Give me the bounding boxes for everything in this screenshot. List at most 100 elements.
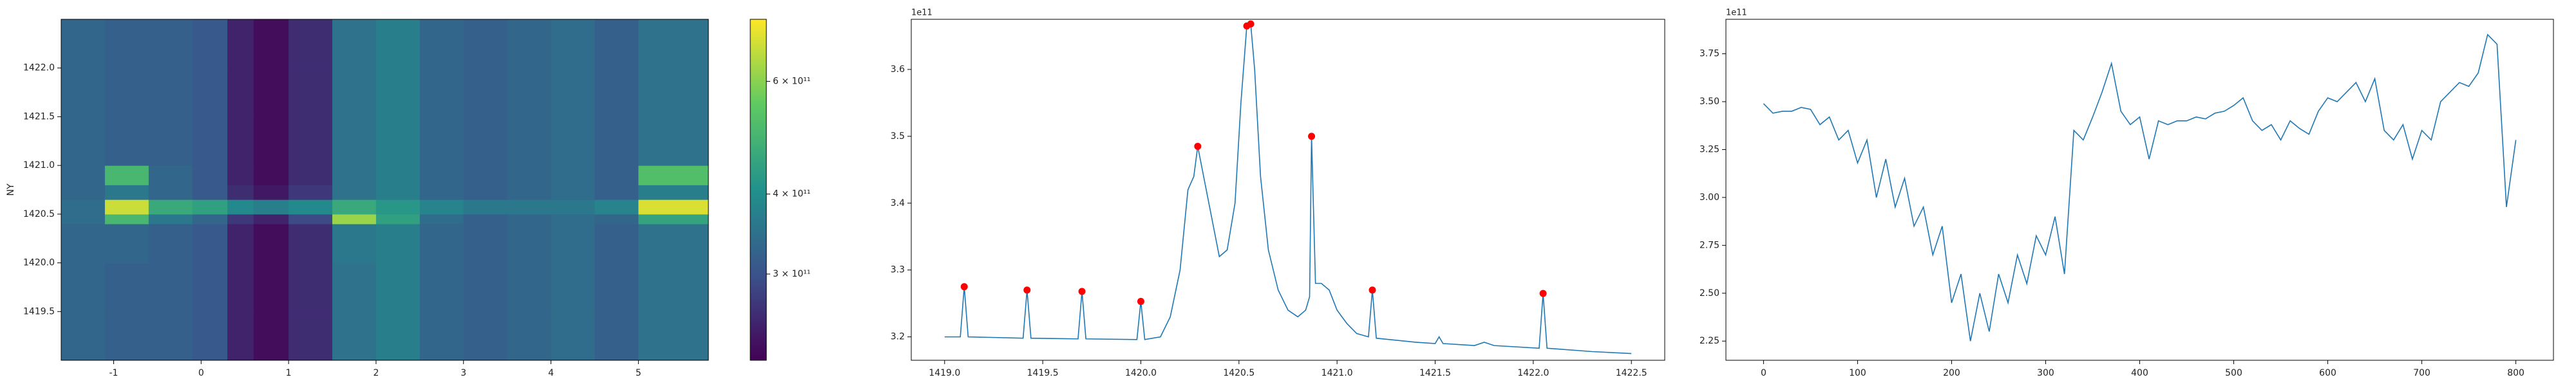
heatmap-cell [507, 262, 552, 312]
x-tick-label: 1421.5 [1419, 368, 1451, 378]
heatmap-cell [594, 214, 639, 225]
x-tick-label: 1 [286, 368, 292, 378]
heatmap-cell [419, 224, 464, 264]
heatmap-cell [332, 19, 377, 69]
heatmap-cell [551, 214, 595, 225]
heatmap-cell [419, 185, 464, 200]
x-tick-label: 1420.5 [1223, 368, 1255, 378]
heatmap-cell [463, 262, 508, 312]
heatmap-cell [463, 185, 508, 200]
x-tick-label: 1419.5 [1027, 368, 1059, 378]
heatmap-cell [551, 185, 595, 200]
heatmap-cell [375, 116, 421, 166]
heatmap-cell [104, 199, 149, 215]
heatmap-cell [253, 116, 289, 166]
heatmap-cell [551, 68, 595, 117]
heatmap-cell [148, 68, 193, 117]
heatmap-cell [594, 116, 639, 166]
x-tick-label: 4 [548, 368, 554, 378]
x-tick-label: 1419.0 [929, 368, 960, 378]
heatmap-cell [507, 165, 552, 185]
data-line [944, 23, 1632, 354]
heatmap-cell [61, 224, 106, 264]
heatmap-cell [375, 19, 421, 69]
heatmap-cell [332, 165, 377, 185]
colorbar [750, 19, 767, 361]
heatmap-cell [594, 262, 639, 312]
y-tick-label: 3.6 [891, 64, 905, 75]
heatmap-cell [332, 262, 377, 312]
data-line [1763, 33, 2517, 342]
heatmap-cell [148, 311, 193, 361]
heatmap-cell [104, 116, 149, 166]
heatmap-cell [638, 116, 709, 166]
heatmap-cell [104, 214, 149, 225]
heatmap-cell [375, 224, 421, 264]
heatmap-cell [638, 262, 709, 312]
x-tick-label: 200 [1943, 368, 1960, 378]
heatmap-cell [253, 224, 289, 264]
heatmap-cell [463, 116, 508, 166]
heatmap-cell [332, 214, 377, 225]
y-tick-label: 1420.0 [23, 258, 55, 268]
axes-frame [911, 19, 1665, 361]
heatmap-cell [192, 311, 228, 361]
colorbar-tick-label: 3 × 10¹¹ [773, 269, 811, 279]
x-tick-label: 1420.0 [1125, 368, 1157, 378]
heatmap-cell [148, 199, 193, 215]
heatmap-cell [61, 262, 106, 312]
heatmap-cell [551, 262, 595, 312]
y-tick-label: 2.50 [1700, 288, 1719, 299]
heatmap-cell [375, 262, 421, 312]
heatmap-cell [507, 214, 552, 225]
heatmap-cell [375, 199, 421, 215]
heatmap-cell [104, 68, 149, 117]
heatmap-cell [104, 311, 149, 361]
axes-frame [61, 19, 709, 361]
y-tick-label: 3.3 [891, 265, 905, 275]
y-tick-label: 1419.5 [23, 306, 55, 317]
heatmap-cell [61, 185, 106, 200]
heatmap-cell [594, 68, 639, 117]
heatmap-cell [61, 214, 106, 225]
y-tick-label: 1422.0 [23, 63, 55, 73]
heatmap-cell [61, 116, 106, 166]
heatmap-cell [594, 19, 639, 69]
heatmap-cell [227, 68, 254, 117]
heatmap-cell [289, 185, 333, 200]
heatmap-cell [463, 224, 508, 264]
heatmap-cell [61, 311, 106, 361]
heatmap-cell [61, 19, 106, 69]
heatmap-cell [375, 68, 421, 117]
heatmap-cell [253, 68, 289, 117]
axes-frame [1725, 19, 2554, 361]
x-tick-label: 700 [2413, 368, 2430, 378]
heatmap-cell [638, 165, 709, 185]
heatmap-cell [638, 311, 709, 361]
heatmap-cell [192, 199, 228, 215]
heatmap-cell [289, 68, 333, 117]
peak-marker [1078, 288, 1086, 295]
x-tick-label: 3 [460, 368, 466, 378]
heatmap-cell [227, 199, 254, 215]
heatmap-cell [375, 311, 421, 361]
heatmap-cell [61, 68, 106, 117]
peak-marker [1194, 142, 1202, 150]
x-tick-label: -1 [109, 368, 118, 378]
heatmap-cell [551, 165, 595, 185]
heatmap-cell [192, 19, 228, 69]
heatmap-cell [507, 68, 552, 117]
heatmap-cell [289, 165, 333, 185]
x-tick-label: 1422.5 [1616, 368, 1647, 378]
heatmap-cell [507, 19, 552, 69]
heatmap-cell [507, 311, 552, 361]
y-tick-label: 1421.5 [23, 111, 55, 122]
heatmap-cell [463, 68, 508, 117]
heatmap-cell [289, 311, 333, 361]
heatmap-cell [594, 165, 639, 185]
heatmap-cell [227, 185, 254, 200]
heatmap-cell [332, 224, 377, 264]
heatmap-cell [148, 214, 193, 225]
x-tick-label: 100 [1849, 368, 1866, 378]
